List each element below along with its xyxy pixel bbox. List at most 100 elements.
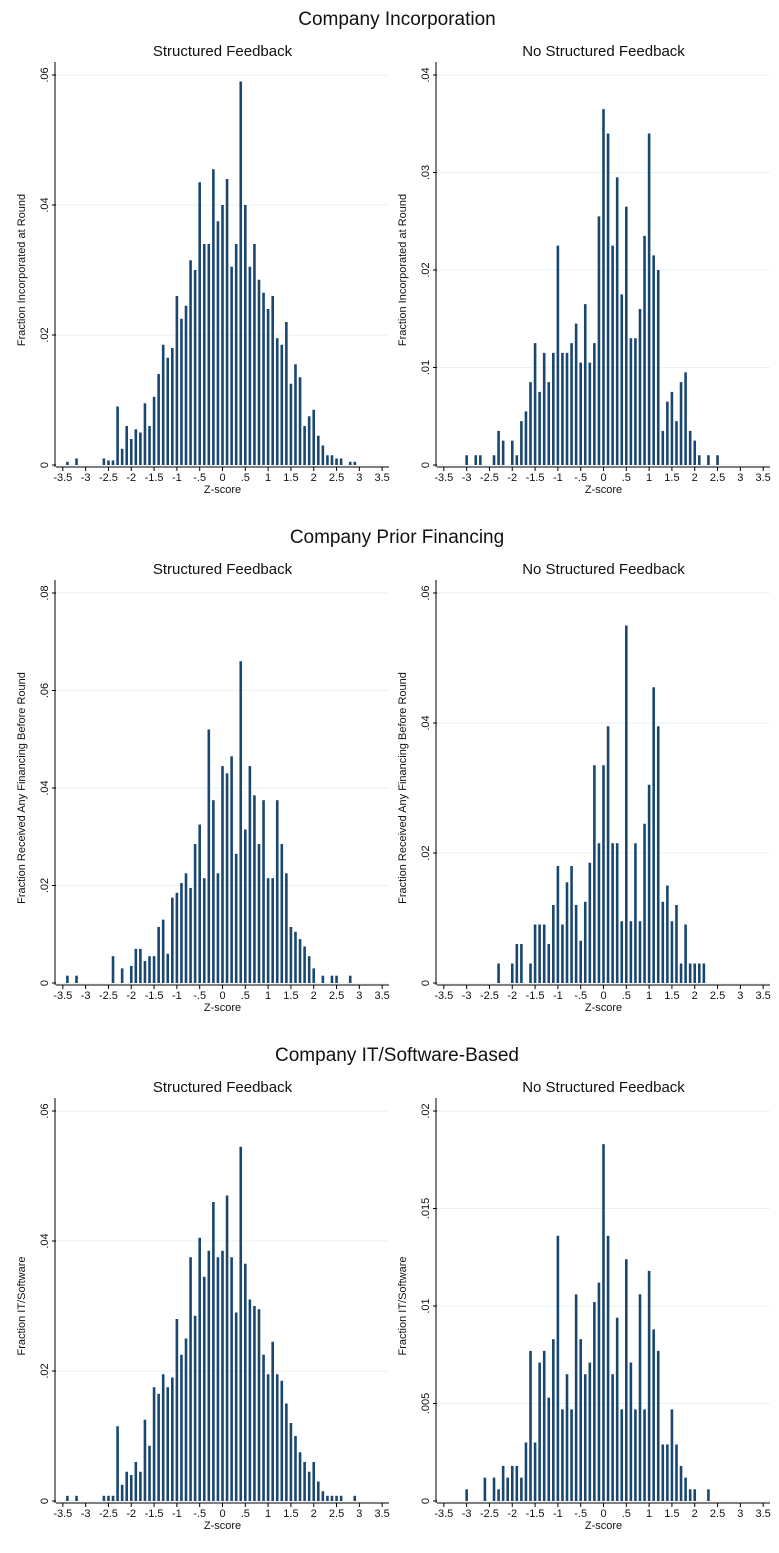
bar [129, 965, 133, 983]
bar [298, 939, 302, 983]
y-tick-label: .02 [39, 327, 51, 342]
y-tick-label: 0 [39, 1498, 51, 1504]
bar [75, 1495, 78, 1501]
bar [212, 169, 215, 465]
bar [129, 439, 133, 465]
x-tick-label: 2.5 [329, 990, 344, 1002]
x-tick-label: 1 [265, 472, 271, 484]
bar [524, 1442, 528, 1501]
bar [693, 963, 697, 983]
bar [638, 921, 642, 983]
y-tick-label: 0 [420, 1498, 432, 1504]
bar [184, 1338, 188, 1501]
x-axis-title: Z-score [204, 1520, 241, 1532]
bar [189, 887, 192, 983]
y-tick-label: .06 [39, 683, 51, 698]
bar [239, 1146, 243, 1501]
bar [629, 338, 633, 465]
x-tick-label: -3.5 [434, 990, 453, 1002]
bar [244, 1263, 247, 1501]
bar [152, 1387, 156, 1501]
x-tick-label: -2 [126, 1508, 136, 1520]
bar [492, 455, 496, 465]
bar [552, 1339, 555, 1501]
bar [529, 963, 532, 983]
bar [339, 458, 343, 465]
bar [474, 455, 478, 465]
x-tick-label: -2.5 [480, 1508, 499, 1520]
bar [143, 961, 147, 983]
x-tick-label: 3.5 [375, 472, 390, 484]
bar [656, 726, 660, 983]
bar [520, 421, 523, 465]
x-tick-label: -1 [172, 1508, 182, 1520]
bar [479, 455, 482, 465]
bar [579, 1339, 582, 1501]
bar [588, 1362, 592, 1501]
bar [198, 182, 201, 465]
x-tick-label: 1.5 [283, 472, 298, 484]
x-tick-label: .5 [241, 472, 250, 484]
bar [125, 1471, 129, 1501]
x-tick-label: -2 [507, 990, 517, 1002]
bar [234, 853, 238, 983]
x-tick-label: -2.5 [99, 472, 118, 484]
x-tick-label: .5 [622, 990, 631, 1002]
bar [501, 440, 505, 465]
bar [565, 882, 569, 983]
bar [157, 374, 160, 465]
bar [285, 873, 288, 983]
bar [111, 956, 115, 983]
x-tick-label: 3 [356, 472, 362, 484]
y-tick-label: .02 [420, 1103, 432, 1118]
bar [335, 1495, 338, 1501]
bar [547, 944, 551, 983]
x-tick-label: -3 [462, 990, 472, 1002]
y-axis-title: Fraction Incorporated at Round [397, 194, 409, 346]
bar [652, 255, 655, 465]
bar [298, 1452, 302, 1501]
x-tick-label: 0 [600, 990, 606, 1002]
bar [321, 975, 325, 983]
group-title: Company Prior Financing [290, 527, 504, 548]
bar [647, 1270, 651, 1501]
x-axis-title: Z-score [204, 1002, 241, 1014]
bar [307, 1471, 311, 1501]
panel-title: Structured Feedback [153, 43, 293, 60]
x-tick-label: 2 [692, 472, 698, 484]
bar [602, 765, 605, 983]
y-tick-label: .02 [420, 262, 432, 277]
bar [611, 843, 614, 983]
bar [492, 1477, 496, 1501]
x-tick-label: -2.5 [480, 990, 499, 1002]
y-tick-label: .08 [39, 585, 51, 600]
bar [684, 372, 687, 465]
bar [561, 924, 564, 983]
x-tick-label: 3 [737, 990, 743, 1002]
x-tick-label: -1 [553, 990, 563, 1002]
bar [280, 344, 284, 465]
bar [510, 440, 514, 465]
bar [520, 944, 523, 983]
bar [312, 968, 316, 983]
bar [542, 924, 546, 983]
bar [565, 352, 569, 465]
bar [606, 133, 610, 465]
bar [298, 377, 302, 465]
bar [666, 1444, 669, 1501]
bar [570, 343, 573, 465]
y-tick-label: .04 [39, 780, 51, 795]
bar [216, 1257, 220, 1501]
bar [184, 873, 188, 983]
y-tick-label: .06 [39, 1103, 51, 1118]
bar [303, 946, 306, 983]
x-tick-label: 2.5 [329, 472, 344, 484]
bar [139, 1471, 142, 1501]
bar [116, 1426, 119, 1501]
bar [684, 924, 687, 983]
bar [515, 455, 519, 465]
x-tick-label: 3 [737, 1508, 743, 1520]
bar [280, 844, 284, 983]
bar [66, 1495, 69, 1501]
bar [275, 338, 279, 465]
